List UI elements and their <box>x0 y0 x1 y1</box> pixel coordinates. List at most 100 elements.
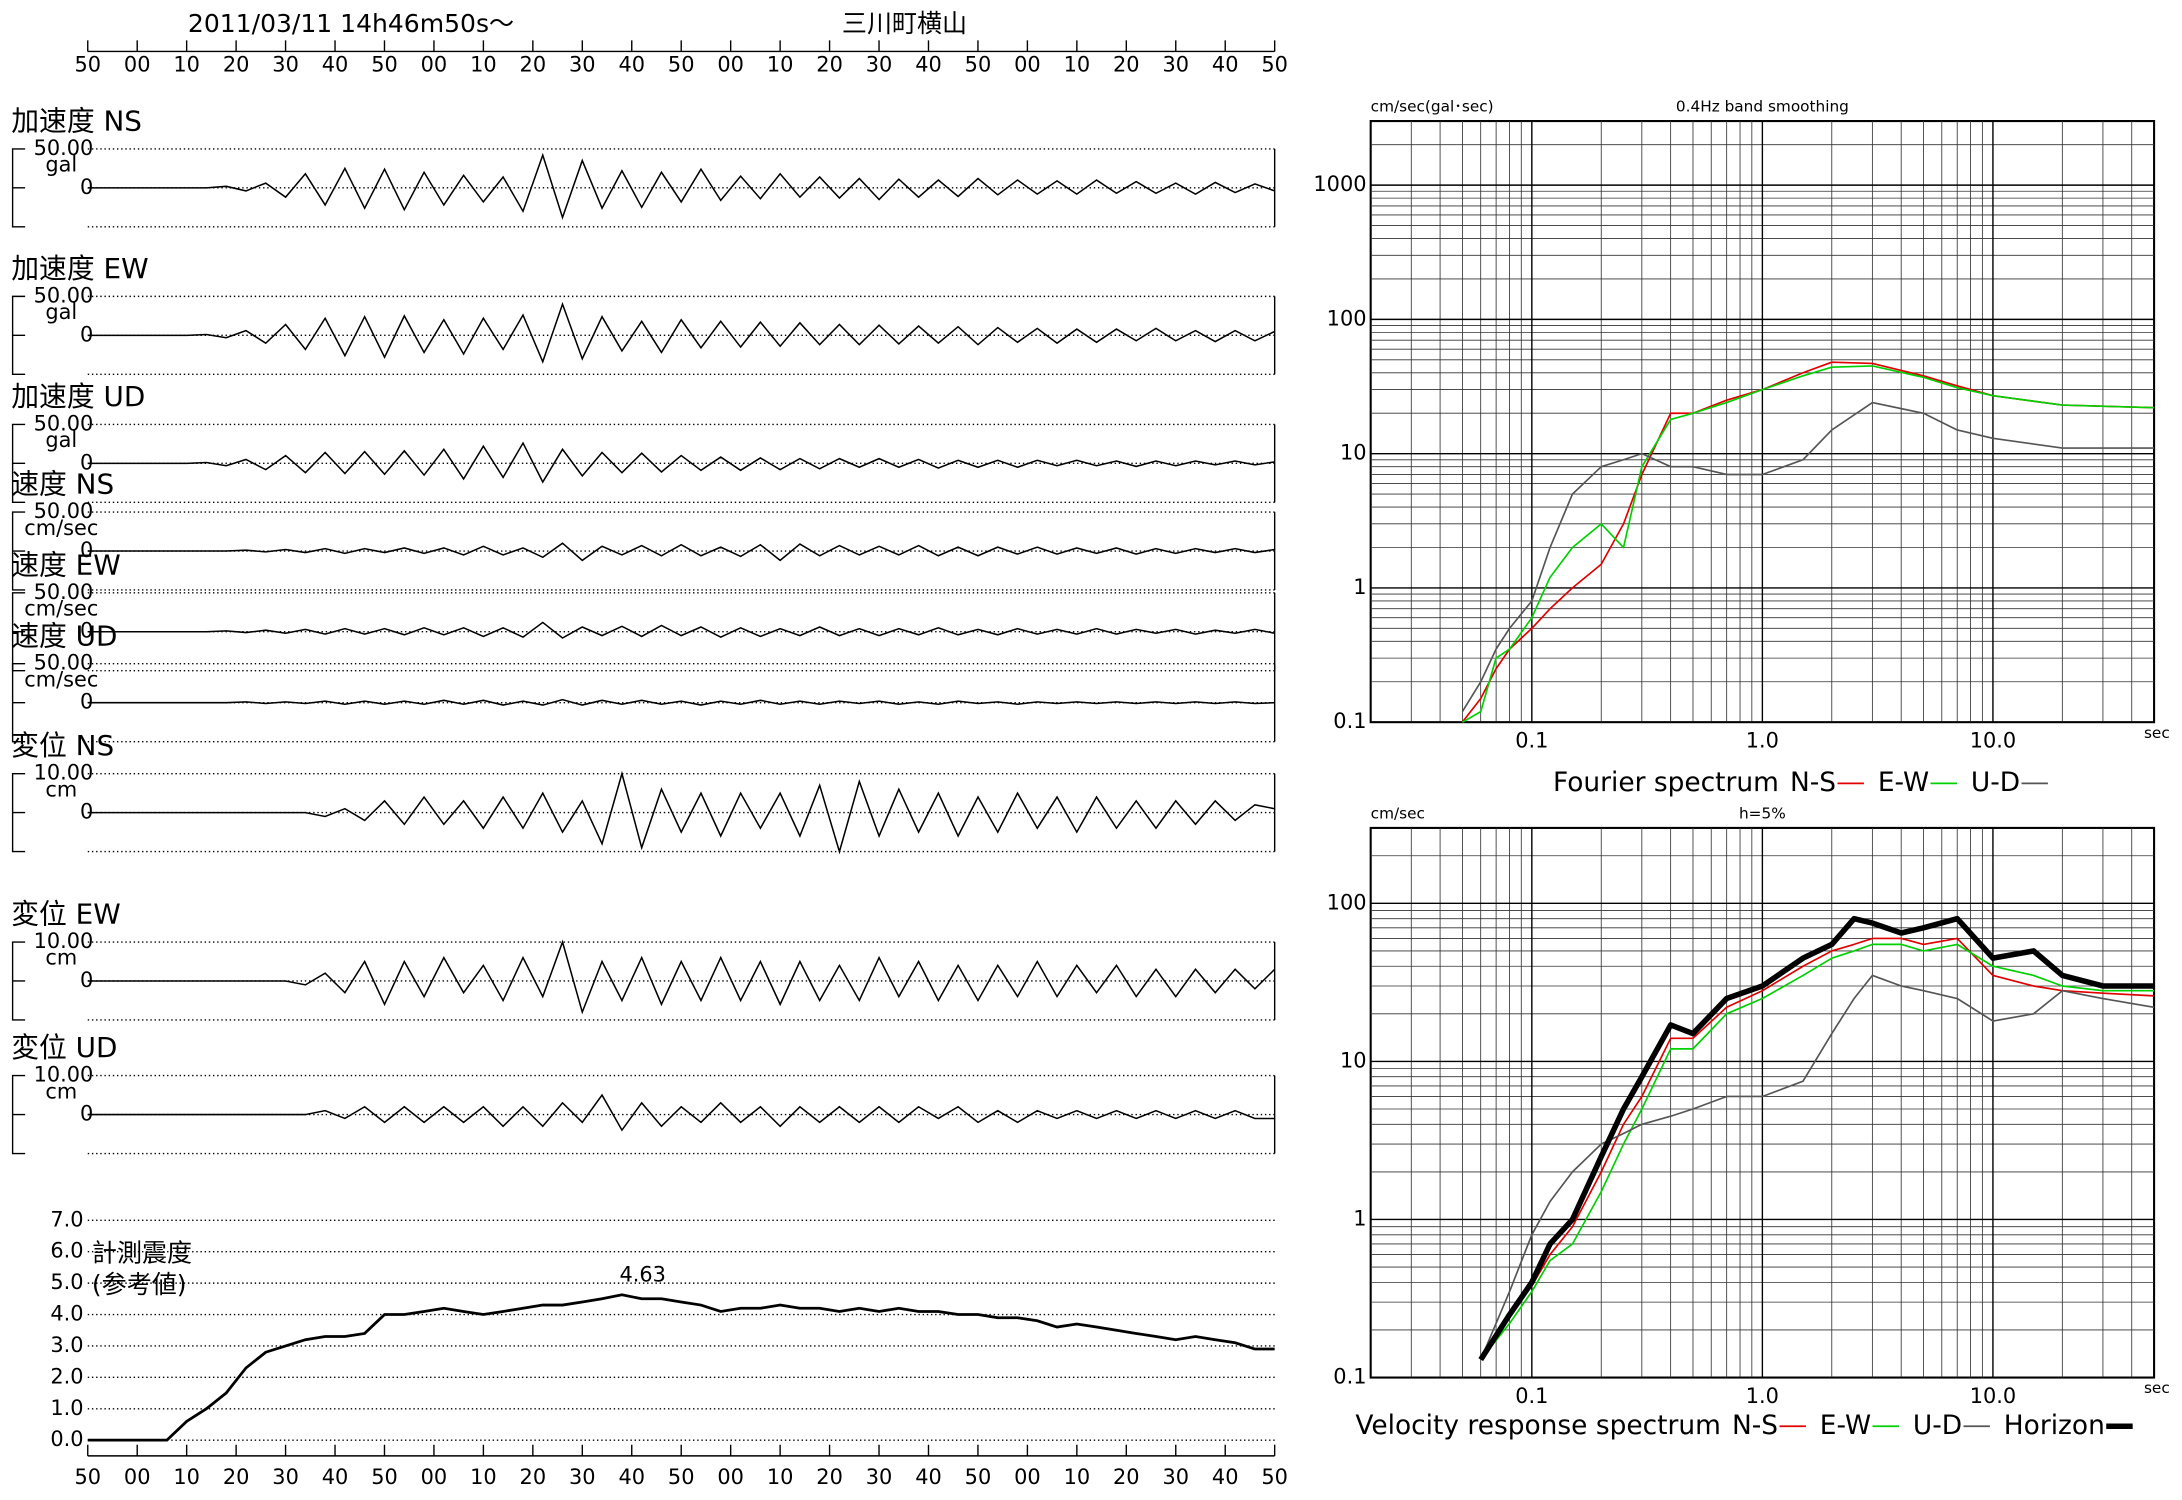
x-tick-label: 00 <box>717 52 744 76</box>
unit-label: cm/sec <box>24 596 98 620</box>
y-tick-label: 10.00 <box>34 1063 94 1087</box>
x-tick-label: 30 <box>866 52 893 76</box>
x-tick-label: 40 <box>1212 1465 1239 1489</box>
y-tick-label: 5.0 <box>50 1270 83 1294</box>
x-tick-label: 00 <box>124 52 151 76</box>
chart-subtitle: (参考値) <box>92 1270 187 1299</box>
x-tick-label: 10.0 <box>1970 729 2016 753</box>
panel-label: 変位 EW <box>11 898 121 931</box>
x-tick-label: 30 <box>866 1465 893 1489</box>
x-axis-label: sec <box>2144 724 2170 742</box>
spectrum-line <box>1461 365 2155 723</box>
legend-title: Fourier spectrum <box>1553 767 1779 798</box>
y-tick-label: 4.0 <box>50 1302 83 1326</box>
x-tick-label: 20 <box>223 1465 250 1489</box>
y-tick-label: 0 <box>80 800 93 824</box>
x-tick-label: 30 <box>569 1465 596 1489</box>
x-tick-label: 50 <box>1261 1465 1288 1489</box>
y-tick-label: 50.00 <box>34 283 94 307</box>
unit-label: gal <box>45 300 77 324</box>
x-tick-label: 10 <box>767 1465 794 1489</box>
y-tick-label: 1000 <box>1313 172 1366 196</box>
panel-bracket <box>11 592 26 672</box>
x-tick-label: 00 <box>124 1465 151 1489</box>
x-tick-label: 10 <box>1064 52 1091 76</box>
datetime: 2011/03/11 14h46m50s～ <box>188 9 514 38</box>
x-tick-label: 30 <box>272 1465 299 1489</box>
x-tick-label: 40 <box>1212 52 1239 76</box>
spectrum-line <box>1480 943 2155 1361</box>
y-tick-label: 6.0 <box>50 1239 83 1263</box>
spectrum-line <box>1478 915 2155 1362</box>
legend-label: Horizon <box>2004 1410 2105 1441</box>
x-tick-label: 10 <box>767 52 794 76</box>
x-tick-label: 10 <box>1064 1465 1091 1489</box>
y-tick-label: 10.00 <box>34 929 94 953</box>
panel-bracket <box>11 148 26 228</box>
waveform <box>87 939 1276 1015</box>
x-tick-label: 10 <box>173 1465 200 1489</box>
y-tick-label: 50.00 <box>34 499 94 523</box>
y-tick-label: 1 <box>1353 1206 1366 1230</box>
x-tick-label: 50 <box>668 1465 695 1489</box>
y-tick-label: 0 <box>80 175 93 199</box>
waveform <box>87 152 1275 220</box>
unit-label: gal <box>45 428 77 452</box>
y-tick-label: 0 <box>80 619 93 643</box>
x-tick-label: 40 <box>915 1465 942 1489</box>
x-tick-label: 30 <box>1162 52 1189 76</box>
x-tick-label: 00 <box>421 1465 448 1489</box>
spectrum-line <box>1479 974 2155 1360</box>
y-tick-label: 100 <box>1327 306 1367 330</box>
y-tick-label: 50.00 <box>34 411 94 435</box>
x-tick-label: 40 <box>915 52 942 76</box>
legend-label: N-S <box>1790 767 1836 798</box>
chart-subtitle: 0.4Hz band smoothing <box>1676 98 1849 116</box>
x-tick-label: 50 <box>965 52 992 76</box>
x-tick-label: 20 <box>1113 1465 1140 1489</box>
y-tick-label: 50.00 <box>34 136 94 160</box>
y-tick-label: 50.00 <box>34 651 94 675</box>
x-tick-label: 10 <box>470 1465 497 1489</box>
panel-bracket <box>11 772 26 853</box>
x-tick-label: 1.0 <box>1746 1384 1779 1408</box>
y-tick-label: 0 <box>80 1102 93 1126</box>
panel-label: 速度 NS <box>11 468 114 501</box>
y-tick-label: 50.00 <box>34 580 94 604</box>
y-tick-label: 1.0 <box>50 1396 83 1420</box>
unit-label: cm/sec <box>24 516 98 540</box>
y-tick-label: 0 <box>80 450 93 474</box>
y-tick-label: 3.0 <box>50 1333 83 1357</box>
x-tick-label: 40 <box>322 52 349 76</box>
y-axis-label: cm/sec(gal･sec) <box>1371 98 1494 116</box>
x-axis-label: sec <box>2144 1379 2170 1397</box>
x-tick-label: 30 <box>272 52 299 76</box>
y-tick-label: 10 <box>1340 1048 1367 1072</box>
panel-bracket <box>11 663 26 743</box>
x-tick-label: 20 <box>520 52 547 76</box>
legend-label: E-W <box>1820 1410 1871 1441</box>
legend-label: U-D <box>1971 767 2020 798</box>
x-tick-label: 50 <box>371 52 398 76</box>
waveform <box>87 698 1275 706</box>
unit-label: gal <box>45 153 77 177</box>
x-tick-label: 50 <box>1261 52 1288 76</box>
x-tick-label: 50 <box>74 52 101 76</box>
x-tick-label: 20 <box>816 1465 843 1489</box>
panel-bracket <box>11 423 26 504</box>
legend-label: N-S <box>1732 1410 1778 1441</box>
x-tick-label: 50 <box>965 1465 992 1489</box>
x-tick-label: 10.0 <box>1970 1384 2016 1408</box>
station: 三川町横山 <box>842 9 967 38</box>
waveform <box>87 542 1275 562</box>
panel-label: 変位 UD <box>11 1031 117 1064</box>
x-tick-label: 40 <box>618 52 645 76</box>
spectrum-line <box>1461 401 2155 713</box>
waveform <box>87 621 1275 639</box>
waveform <box>87 301 1276 364</box>
y-tick-label: 2.0 <box>50 1364 83 1388</box>
y-tick-label: 100 <box>1327 890 1367 914</box>
y-tick-label: 10.00 <box>34 761 94 785</box>
x-tick-label: 00 <box>1014 52 1041 76</box>
